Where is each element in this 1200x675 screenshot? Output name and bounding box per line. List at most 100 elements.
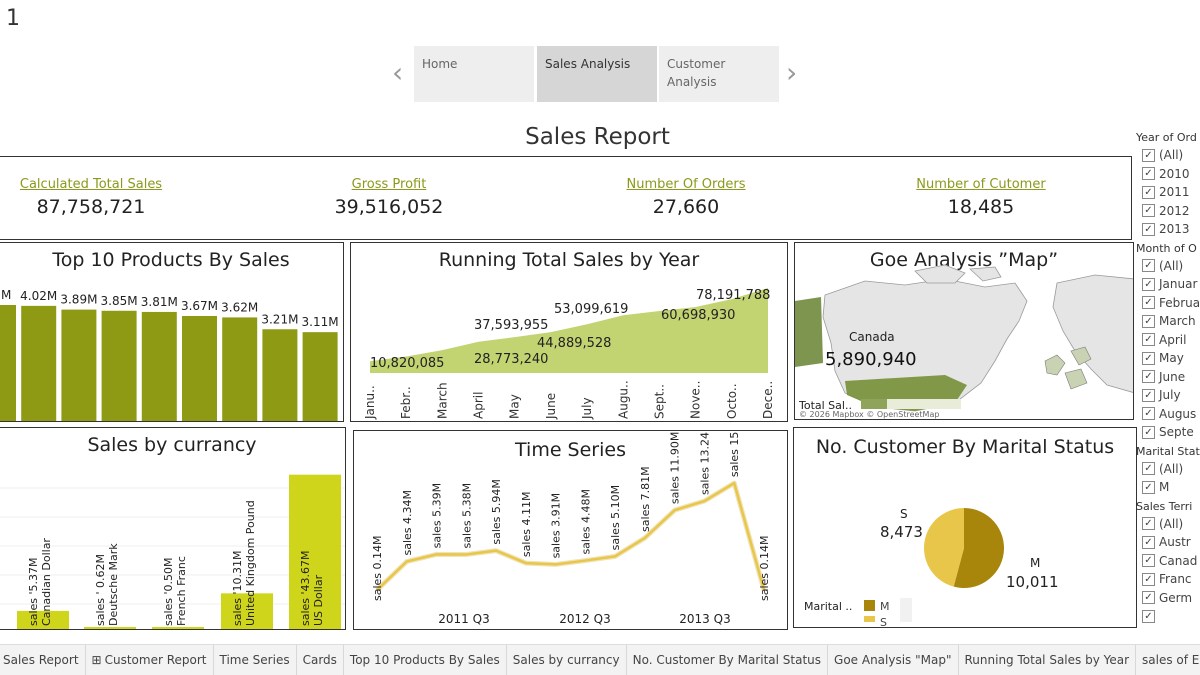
checkbox-checked-icon[interactable]: ✓ [1142,259,1155,273]
checkbox-checked-icon[interactable]: ✓ [1142,222,1155,236]
checkbox-checked-icon[interactable]: ✓ [1142,462,1155,476]
running-total-area[interactable] [370,288,768,373]
filter-checkbox-item[interactable]: ✓ Austr [1142,533,1200,552]
filter-checkbox-item[interactable]: ✓ Septe [1142,423,1200,442]
kpi-label[interactable]: Calculated Total Sales [19,177,163,192]
filter-checkbox-item[interactable]: ✓ (All) [1142,257,1200,276]
checkbox-checked-icon[interactable]: ✓ [1142,572,1155,586]
timeseries-point-label-group: sales 4.11M [520,492,533,558]
running-total-label: 53,099,619 [554,302,628,317]
top10-bar[interactable] [21,305,57,422]
top10-bar[interactable] [0,305,16,422]
checkbox-checked-icon[interactable]: ✓ [1142,480,1155,494]
currency-bar[interactable] [221,593,273,630]
filter-checkbox-item[interactable]: ✓ (All) [1142,146,1200,165]
top10-bar[interactable] [101,310,137,422]
filter-checkbox-item[interactable]: ✓ Februa [1142,294,1200,313]
chevron-right-icon[interactable]: › [786,56,798,89]
currency-bar[interactable] [289,474,341,630]
sheet-tab[interactable]: No. Customer By Marital Status [627,645,829,675]
timeseries-point-label-group: sales 4.34M [401,490,414,556]
sheet-tab-label: sales of Engli [1142,653,1200,667]
sheet-tab[interactable]: Goe Analysis "Map" [828,645,959,675]
filter-checkbox-item[interactable]: ✓ March [1142,312,1200,331]
nav-button-sales-analysis[interactable]: Sales Analysis [537,46,657,102]
filter-checkbox-item[interactable]: ✓ 2012 [1142,202,1200,221]
timeseries-line[interactable] [376,481,766,591]
kpi-label[interactable]: Gross Profit [351,177,427,192]
checkbox-checked-icon[interactable]: ✓ [1142,554,1155,568]
checkbox-checked-icon[interactable]: ✓ [1142,277,1155,291]
filter-checkbox-item[interactable]: ✓ Canad [1142,552,1200,571]
checkbox-checked-icon[interactable]: ✓ [1142,185,1155,199]
sheet-tab[interactable]: Cards [297,645,344,675]
sheet-tab[interactable]: Running Total Sales by Year [959,645,1137,675]
sheet-tab[interactable]: Top 10 Products By Sales [344,645,507,675]
checkbox-checked-icon[interactable]: ✓ [1142,407,1155,421]
map-view[interactable]: Canada 5,890,940 Total Sal.. © 2026 Mapb… [795,243,1134,420]
sheet-tab-label: Goe Analysis "Map" [834,653,952,667]
filter-checkbox-item[interactable]: ✓ [1142,607,1200,626]
chevron-left-icon[interactable]: ‹ [392,56,404,89]
nav-button-customer-analysis[interactable]: Customer Analysis [659,46,779,102]
pie-legend-scrollbar[interactable] [900,598,912,622]
filter-checkbox-item[interactable]: ✓ Germ [1142,589,1200,608]
running-x-tick: Octo.. [725,383,739,419]
checkbox-checked-icon[interactable]: ✓ [1142,296,1155,310]
top10-bar[interactable] [141,311,177,422]
filter-checkbox-item[interactable]: ✓ June [1142,368,1200,387]
filter-checkbox-item[interactable]: ✓ M [1142,478,1200,497]
top10-bar[interactable] [61,309,97,422]
filter-checkbox-item[interactable]: ✓ Januar [1142,275,1200,294]
currency-bar[interactable] [17,610,69,630]
checkbox-checked-icon[interactable]: ✓ [1142,314,1155,328]
kpi-label[interactable]: Number Of Orders [626,177,746,192]
filter-checkbox-item[interactable]: ✓ May [1142,349,1200,368]
filter-checkbox-item[interactable]: ✓ Augus [1142,405,1200,424]
checkbox-checked-icon[interactable]: ✓ [1142,517,1155,531]
running-x-tick: June [544,393,558,420]
filter-checkbox-item[interactable]: ✓ (All) [1142,460,1200,479]
filter-checkbox-item[interactable]: ✓ (All) [1142,515,1200,534]
sheet-tab[interactable]: ⊞ Customer Report [86,645,214,675]
checkbox-checked-icon[interactable]: ✓ [1142,535,1155,549]
filter-checkbox-item[interactable]: ✓ July [1142,386,1200,405]
running-x-tick-label: Febr.. [399,386,413,419]
checkbox-checked-icon[interactable]: ✓ [1142,425,1155,439]
currency-bar-label: sales ' 0.62M [94,554,107,626]
sheet-tab[interactable]: sales of Engli [1136,645,1200,675]
timeseries-chart: sales 0.14M sales 4.34M sales 5.39M sales 5… [371,431,771,626]
nav-button-home[interactable]: Home [414,46,534,102]
top10-bar[interactable] [302,332,338,422]
filter-checkbox-item[interactable]: ✓ 2011 [1142,183,1200,202]
checkbox-checked-icon[interactable]: ✓ [1142,167,1155,181]
filter-item-label: Franc [1159,572,1192,587]
kpi-label[interactable]: Number of Cutomer [916,177,1046,192]
filter-checkbox-item[interactable]: ✓ 2013 [1142,220,1200,239]
checkbox-checked-icon[interactable]: ✓ [1142,609,1155,623]
checkbox-checked-icon[interactable]: ✓ [1142,148,1155,162]
top10-bar[interactable] [182,315,217,422]
currency-bar[interactable] [84,627,136,630]
checkbox-checked-icon[interactable]: ✓ [1142,333,1155,347]
filter-checkbox-item[interactable]: ✓ 2010 [1142,165,1200,184]
top10-bar[interactable] [222,317,258,422]
sheet-tab[interactable]: Time Series [214,645,297,675]
currency-bar[interactable] [152,627,204,630]
top10-bar[interactable] [262,329,298,422]
checkbox-checked-icon[interactable]: ✓ [1142,388,1155,402]
filter-checkbox-item[interactable]: ✓ April [1142,331,1200,350]
sheet-tab[interactable]: Sales Report [0,645,86,675]
checkbox-checked-icon[interactable]: ✓ [1142,351,1155,365]
checkbox-checked-icon[interactable]: ✓ [1142,591,1155,605]
pie-slice-m[interactable] [953,508,1004,588]
filter-item-label: Austr [1159,535,1191,550]
checkbox-checked-icon[interactable]: ✓ [1142,370,1155,384]
pie-slice-s[interactable] [924,508,964,587]
timeseries-point-label: sales 5.38M [460,483,473,549]
currency-bar-label-group: sales '43.67M US Dollar [299,550,325,626]
timeseries-point-label-group: sales 5.10M [609,485,622,551]
sheet-tab[interactable]: Sales by currancy [507,645,627,675]
checkbox-checked-icon[interactable]: ✓ [1142,204,1155,218]
filter-checkbox-item[interactable]: ✓ Franc [1142,570,1200,589]
